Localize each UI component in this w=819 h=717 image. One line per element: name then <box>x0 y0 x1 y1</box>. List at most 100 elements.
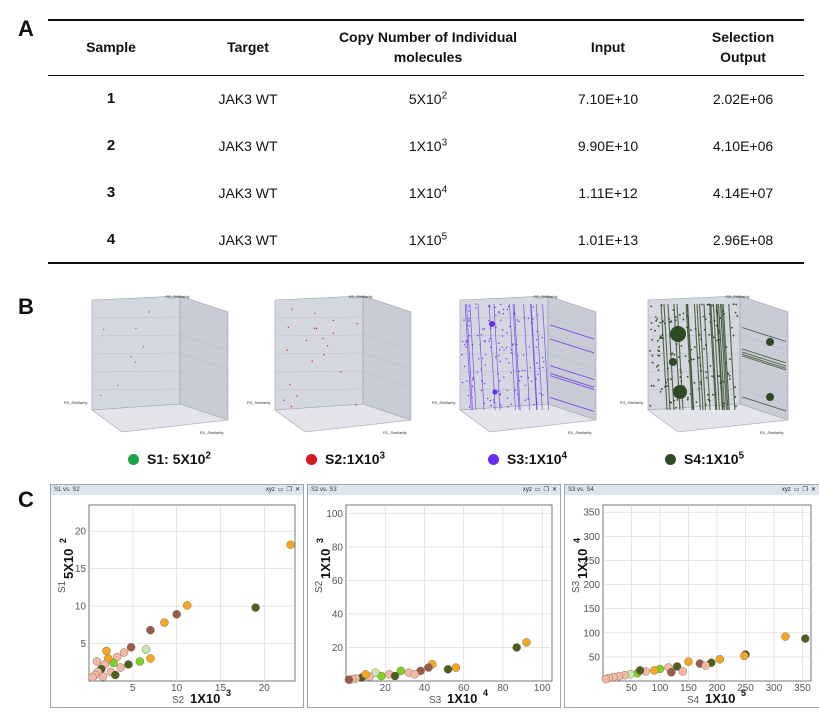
data-point <box>541 356 544 359</box>
x-tick-label: 350 <box>794 683 811 694</box>
grid-line <box>91 316 181 319</box>
restore-icon[interactable]: ❐ <box>286 487 292 493</box>
data-point <box>659 335 662 338</box>
scatter-point <box>126 643 136 652</box>
data-trace <box>469 303 477 411</box>
data-point <box>468 406 471 408</box>
scatter-point <box>92 657 102 666</box>
data-point <box>287 326 290 328</box>
data-point <box>501 346 503 348</box>
data-point <box>286 349 288 351</box>
minimize-icon[interactable]: ▭ <box>534 487 541 493</box>
x-tick-label: 40 <box>419 683 431 694</box>
legend-s3-label: S3:1X104 <box>507 450 568 467</box>
legend-s4: S4:1X105 <box>665 451 744 467</box>
data-point <box>518 370 520 372</box>
data-point <box>678 356 680 358</box>
y-tick-label: 300 <box>583 532 600 543</box>
toolbar-xyz-dropdown[interactable]: xyz <box>522 487 532 493</box>
data-point <box>520 375 523 378</box>
legend-s3: S3:1X104 <box>488 451 567 467</box>
data-point <box>510 352 512 354</box>
scatter-window-s2-s3[interactable]: S2 vs. S3 xyz ▭ ❐ ✕ 20 40 60 80 100 20 40 60 80 1… <box>307 484 561 708</box>
cell-output: 4.14E+07 <box>712 185 774 201</box>
grid-line <box>739 388 789 406</box>
data-point <box>499 393 501 395</box>
scatter-window-s3-s4[interactable]: S3 vs. S4 xyz ▭ ❐ ✕ 50 100 150 200 250 300 350… <box>564 484 819 708</box>
close-icon[interactable]: ✕ <box>294 487 300 493</box>
cell-output: 2.96E+08 <box>712 232 774 248</box>
grid-line <box>547 352 597 370</box>
header-input: Input <box>590 39 626 55</box>
cell-sample: 4 <box>106 231 116 248</box>
data-point <box>731 326 733 329</box>
data-point <box>676 399 679 401</box>
data-point <box>697 356 700 359</box>
data-point <box>468 335 471 337</box>
data-point <box>666 385 668 387</box>
y-tick-label: 15 <box>75 564 87 575</box>
scatter-point <box>678 667 688 676</box>
side-wall <box>547 295 597 421</box>
data-point <box>675 407 677 409</box>
window-titlebar[interactable]: S1 vs. S2 xyz ▭ ❐ ✕ <box>51 485 303 495</box>
scatter-point <box>601 674 610 684</box>
close-icon[interactable]: ✕ <box>810 487 816 493</box>
y-axis-label-small: S1 <box>57 580 68 593</box>
data-trace <box>722 303 730 411</box>
toolbar-xyz-dropdown[interactable]: xyz <box>265 487 275 493</box>
data-point <box>495 314 497 316</box>
scatter-point <box>135 657 145 666</box>
cell-copy-number: 1X103 <box>408 137 448 154</box>
window-titlebar[interactable]: S3 vs. S4 xyz ▭ ❐ ✕ <box>565 485 819 495</box>
x-tick-label: 100 <box>534 683 551 694</box>
scatter-point <box>102 646 111 656</box>
data-point <box>465 339 467 342</box>
data-point <box>314 312 316 315</box>
data-trace <box>687 303 695 411</box>
data-point <box>499 403 502 406</box>
scatter-point <box>160 618 169 627</box>
cell-target: JAK3 WT <box>218 232 278 248</box>
table-bottom-rule <box>48 262 804 264</box>
restore-icon[interactable]: ❐ <box>543 487 549 493</box>
plot3d-s4-svg: R2_Similarity R3_Similarity R1_Similarity <box>620 294 789 435</box>
data-point <box>323 354 325 356</box>
side-wall <box>362 295 412 421</box>
grid-line <box>274 316 364 319</box>
data-point <box>356 323 358 325</box>
data-trace <box>685 303 693 411</box>
data-point <box>484 340 486 342</box>
data-point <box>465 341 467 344</box>
minimize-icon[interactable]: ▭ <box>793 487 800 493</box>
window-titlebar[interactable]: S2 vs. S3 xyz ▭ ❐ ✕ <box>308 485 560 495</box>
toolbar-xyz-dropdown[interactable]: xyz <box>781 487 791 493</box>
minimize-icon[interactable]: ▭ <box>277 487 284 493</box>
data-point <box>508 362 510 364</box>
data-trace <box>509 303 516 411</box>
close-icon[interactable]: ✕ <box>551 487 557 493</box>
data-point <box>707 394 709 396</box>
data-trace <box>703 303 711 411</box>
data-point <box>674 316 677 318</box>
data-point <box>682 312 685 315</box>
window-controls: xyz ▭ ❐ ✕ <box>523 485 557 495</box>
axis-label-r3: R3_Similarity <box>432 400 456 405</box>
grid-line <box>547 316 597 334</box>
scatter-point <box>182 601 192 610</box>
y-axis-label-exp: 4 <box>572 538 582 543</box>
data-point <box>732 303 735 306</box>
x-axis-label-small: S2 <box>172 695 185 706</box>
data-trace <box>477 303 485 411</box>
window-title: S3 vs. S4 <box>568 487 594 493</box>
data-trace <box>660 303 668 411</box>
data-point <box>527 317 530 319</box>
data-trace <box>709 303 717 411</box>
grid-line <box>91 388 181 391</box>
data-point <box>537 373 539 376</box>
restore-icon[interactable]: ❐ <box>802 487 808 493</box>
scatter-window-s1-s2[interactable]: S1 vs. S2 xyz ▭ ❐ ✕ 5 10 15 20 5 10 15 20 S2 1X10… <box>50 484 304 708</box>
data-point <box>472 377 474 379</box>
